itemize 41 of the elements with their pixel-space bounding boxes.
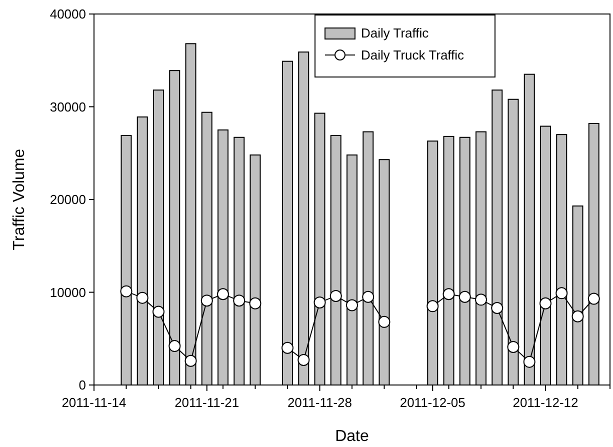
point	[475, 294, 487, 306]
point	[362, 290, 374, 303]
point	[346, 299, 358, 312]
point	[572, 310, 584, 322]
y-tick-label: 20000	[50, 192, 86, 208]
point	[507, 340, 520, 353]
y-tick-label: 10000	[50, 284, 86, 300]
point	[217, 288, 229, 300]
point	[168, 340, 181, 352]
point	[556, 287, 568, 300]
point	[136, 292, 148, 304]
point	[314, 296, 326, 308]
point	[120, 285, 132, 298]
x-tick-label: 2011-11-28	[287, 395, 352, 410]
legend-label: Daily Traffic	[361, 26, 430, 41]
point	[491, 302, 504, 314]
point	[458, 290, 471, 303]
x-tick-label: 2011-11-14	[62, 395, 126, 410]
point	[523, 356, 536, 368]
x-tick-label: 2011-12-12	[512, 395, 578, 410]
x-axis-title: Date	[335, 428, 369, 445]
legend-label: Daily Truck Traffic	[361, 48, 465, 63]
y-tick-label: 30000	[50, 99, 86, 114]
point	[184, 354, 197, 367]
point	[442, 288, 455, 300]
point	[298, 354, 310, 366]
point	[233, 294, 246, 307]
x-tick-label: 2011-12-05	[400, 395, 466, 410]
y-axis-title: Traffic Volume	[11, 148, 28, 250]
y-tick-label: 0	[78, 378, 86, 393]
point	[378, 316, 390, 328]
point	[426, 300, 439, 312]
x-tick-label: 2011-11-21	[174, 395, 240, 410]
point	[540, 297, 552, 310]
y-tick-label: 40000	[50, 6, 86, 22]
point	[249, 297, 262, 310]
point	[588, 292, 600, 305]
point	[152, 306, 164, 318]
point	[330, 290, 342, 302]
point	[282, 342, 294, 354]
point	[200, 294, 213, 307]
